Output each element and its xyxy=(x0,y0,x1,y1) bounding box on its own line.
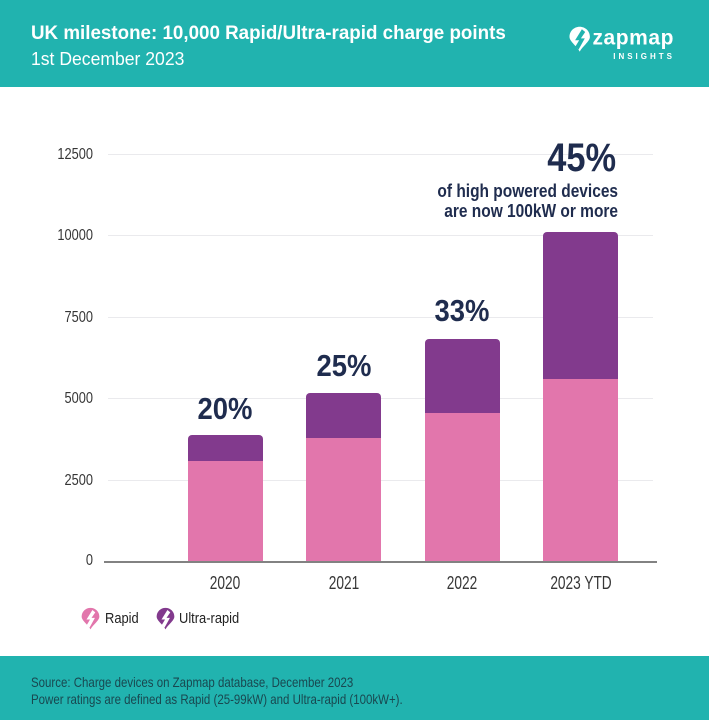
svg-text:zapmap: zapmap xyxy=(593,27,674,50)
svg-text:INSIGHTS: INSIGHTS xyxy=(613,52,675,61)
